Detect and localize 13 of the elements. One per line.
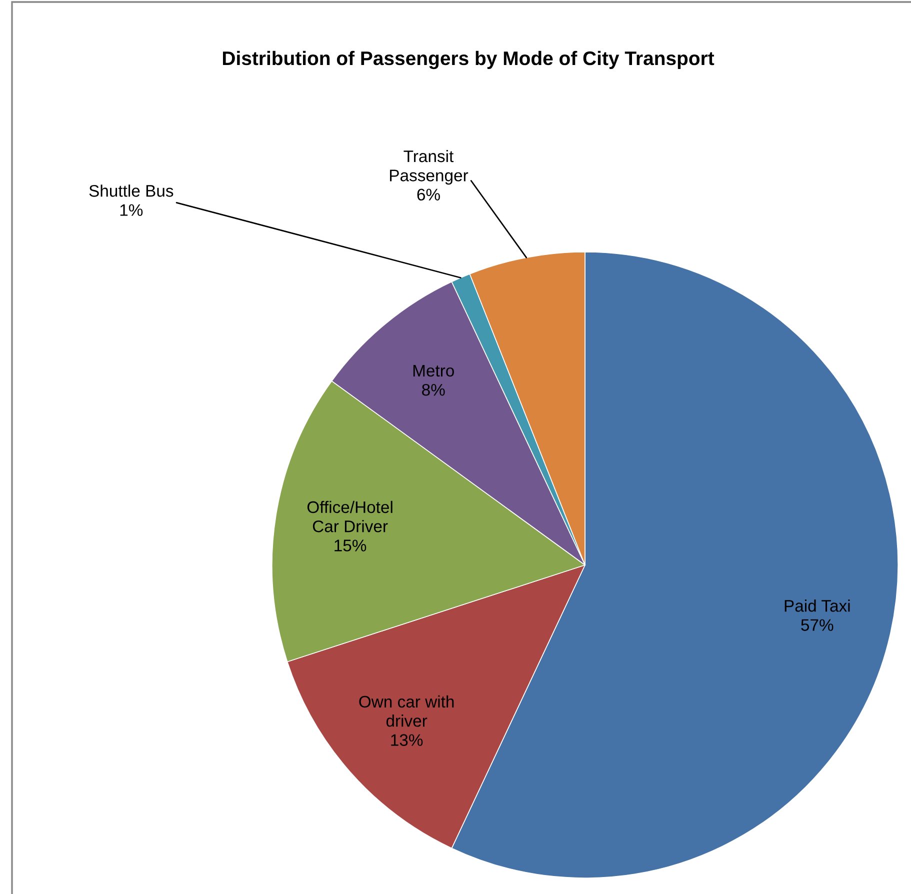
data-label: 6% — [417, 188, 440, 201]
chart-title: Distribution of Passengers by Mode of City Transport — [222, 50, 714, 70]
slice-label: Metro — [413, 364, 454, 377]
slice-label: Transit Passenger — [390, 150, 468, 185]
data-label: 1% — [120, 204, 143, 216]
data-label: 57% — [801, 619, 834, 631]
slice-label: Shuttle Bus — [89, 184, 174, 197]
data-label: 8% — [422, 384, 445, 396]
slice-label: Paid Taxi — [784, 600, 850, 612]
slice-label: Own car with driver — [359, 695, 454, 727]
data-label: 15% — [334, 540, 366, 552]
slice-label: Office/Hotel Car Driver — [307, 500, 392, 532]
data-label: 13% — [391, 734, 423, 746]
